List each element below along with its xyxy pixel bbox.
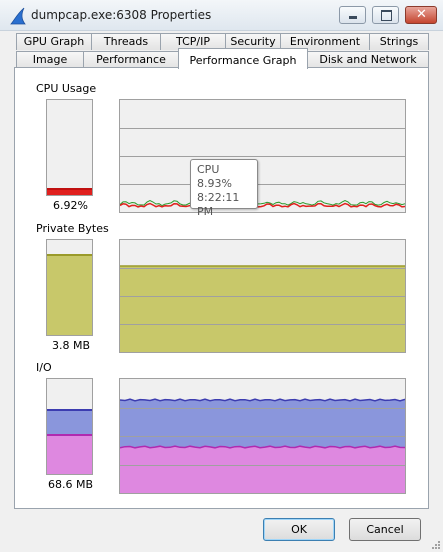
tab-gpu-graph[interactable]: GPU Graph [16, 33, 92, 50]
io-graph[interactable] [119, 378, 406, 494]
cpu-tooltip: CPU 8.93% 8:22:11 PM [190, 159, 258, 218]
window-title: dumpcap.exe:6308 Properties [31, 8, 212, 22]
tooltip-time: 8:22:11 PM [197, 191, 240, 218]
cpu-usage-value: 6.92% [53, 199, 88, 212]
tab-performance-graph[interactable]: Performance Graph [178, 48, 308, 69]
title-bar[interactable]: dumpcap.exe:6308 Properties ✕ [0, 0, 443, 31]
cancel-button[interactable]: Cancel [349, 518, 421, 541]
tooltip-title: CPU [197, 163, 220, 176]
cpu-usage-bar [46, 99, 93, 196]
tab-tcp-ip[interactable]: TCP/IP [160, 33, 226, 50]
close-icon: ✕ [416, 7, 427, 22]
tab-performance[interactable]: Performance [83, 51, 179, 68]
private-bytes-bar [46, 239, 93, 336]
cpu-usage-label: CPU Usage [36, 82, 97, 95]
private-bytes-graph[interactable] [119, 239, 406, 353]
io-history [120, 398, 405, 493]
cpu-bar-fill [47, 188, 92, 195]
io-bar [46, 378, 93, 475]
io-value: 68.6 MB [48, 478, 94, 491]
private-bytes-label: Private Bytes [36, 222, 109, 235]
io-write-bar-fill [47, 434, 92, 474]
tab-image[interactable]: Image [16, 51, 84, 68]
cpu-usage-graph[interactable] [119, 99, 406, 213]
ok-button[interactable]: OK [263, 518, 335, 541]
private-bytes-history [120, 265, 405, 352]
private-bytes-bar-fill [47, 254, 92, 335]
shark-fin-icon [10, 7, 26, 25]
tooltip-value: 8.93% [197, 177, 232, 190]
tab-threads[interactable]: Threads [91, 33, 161, 50]
close-button[interactable]: ✕ [405, 6, 437, 24]
maximize-button[interactable] [372, 6, 399, 24]
io-label: I/O [36, 361, 52, 374]
tab-disk-and-network[interactable]: Disk and Network [307, 51, 429, 68]
minimize-icon [349, 16, 357, 19]
maximize-icon [381, 10, 392, 21]
tab-strings[interactable]: Strings [369, 33, 429, 50]
minimize-button[interactable] [339, 6, 366, 24]
private-bytes-value: 3.8 MB [52, 339, 91, 352]
resize-grip-icon[interactable] [430, 539, 441, 550]
cpu-usage-history [120, 128, 405, 208]
tab-security[interactable]: Security [225, 33, 281, 50]
tab-environment[interactable]: Environment [280, 33, 370, 50]
